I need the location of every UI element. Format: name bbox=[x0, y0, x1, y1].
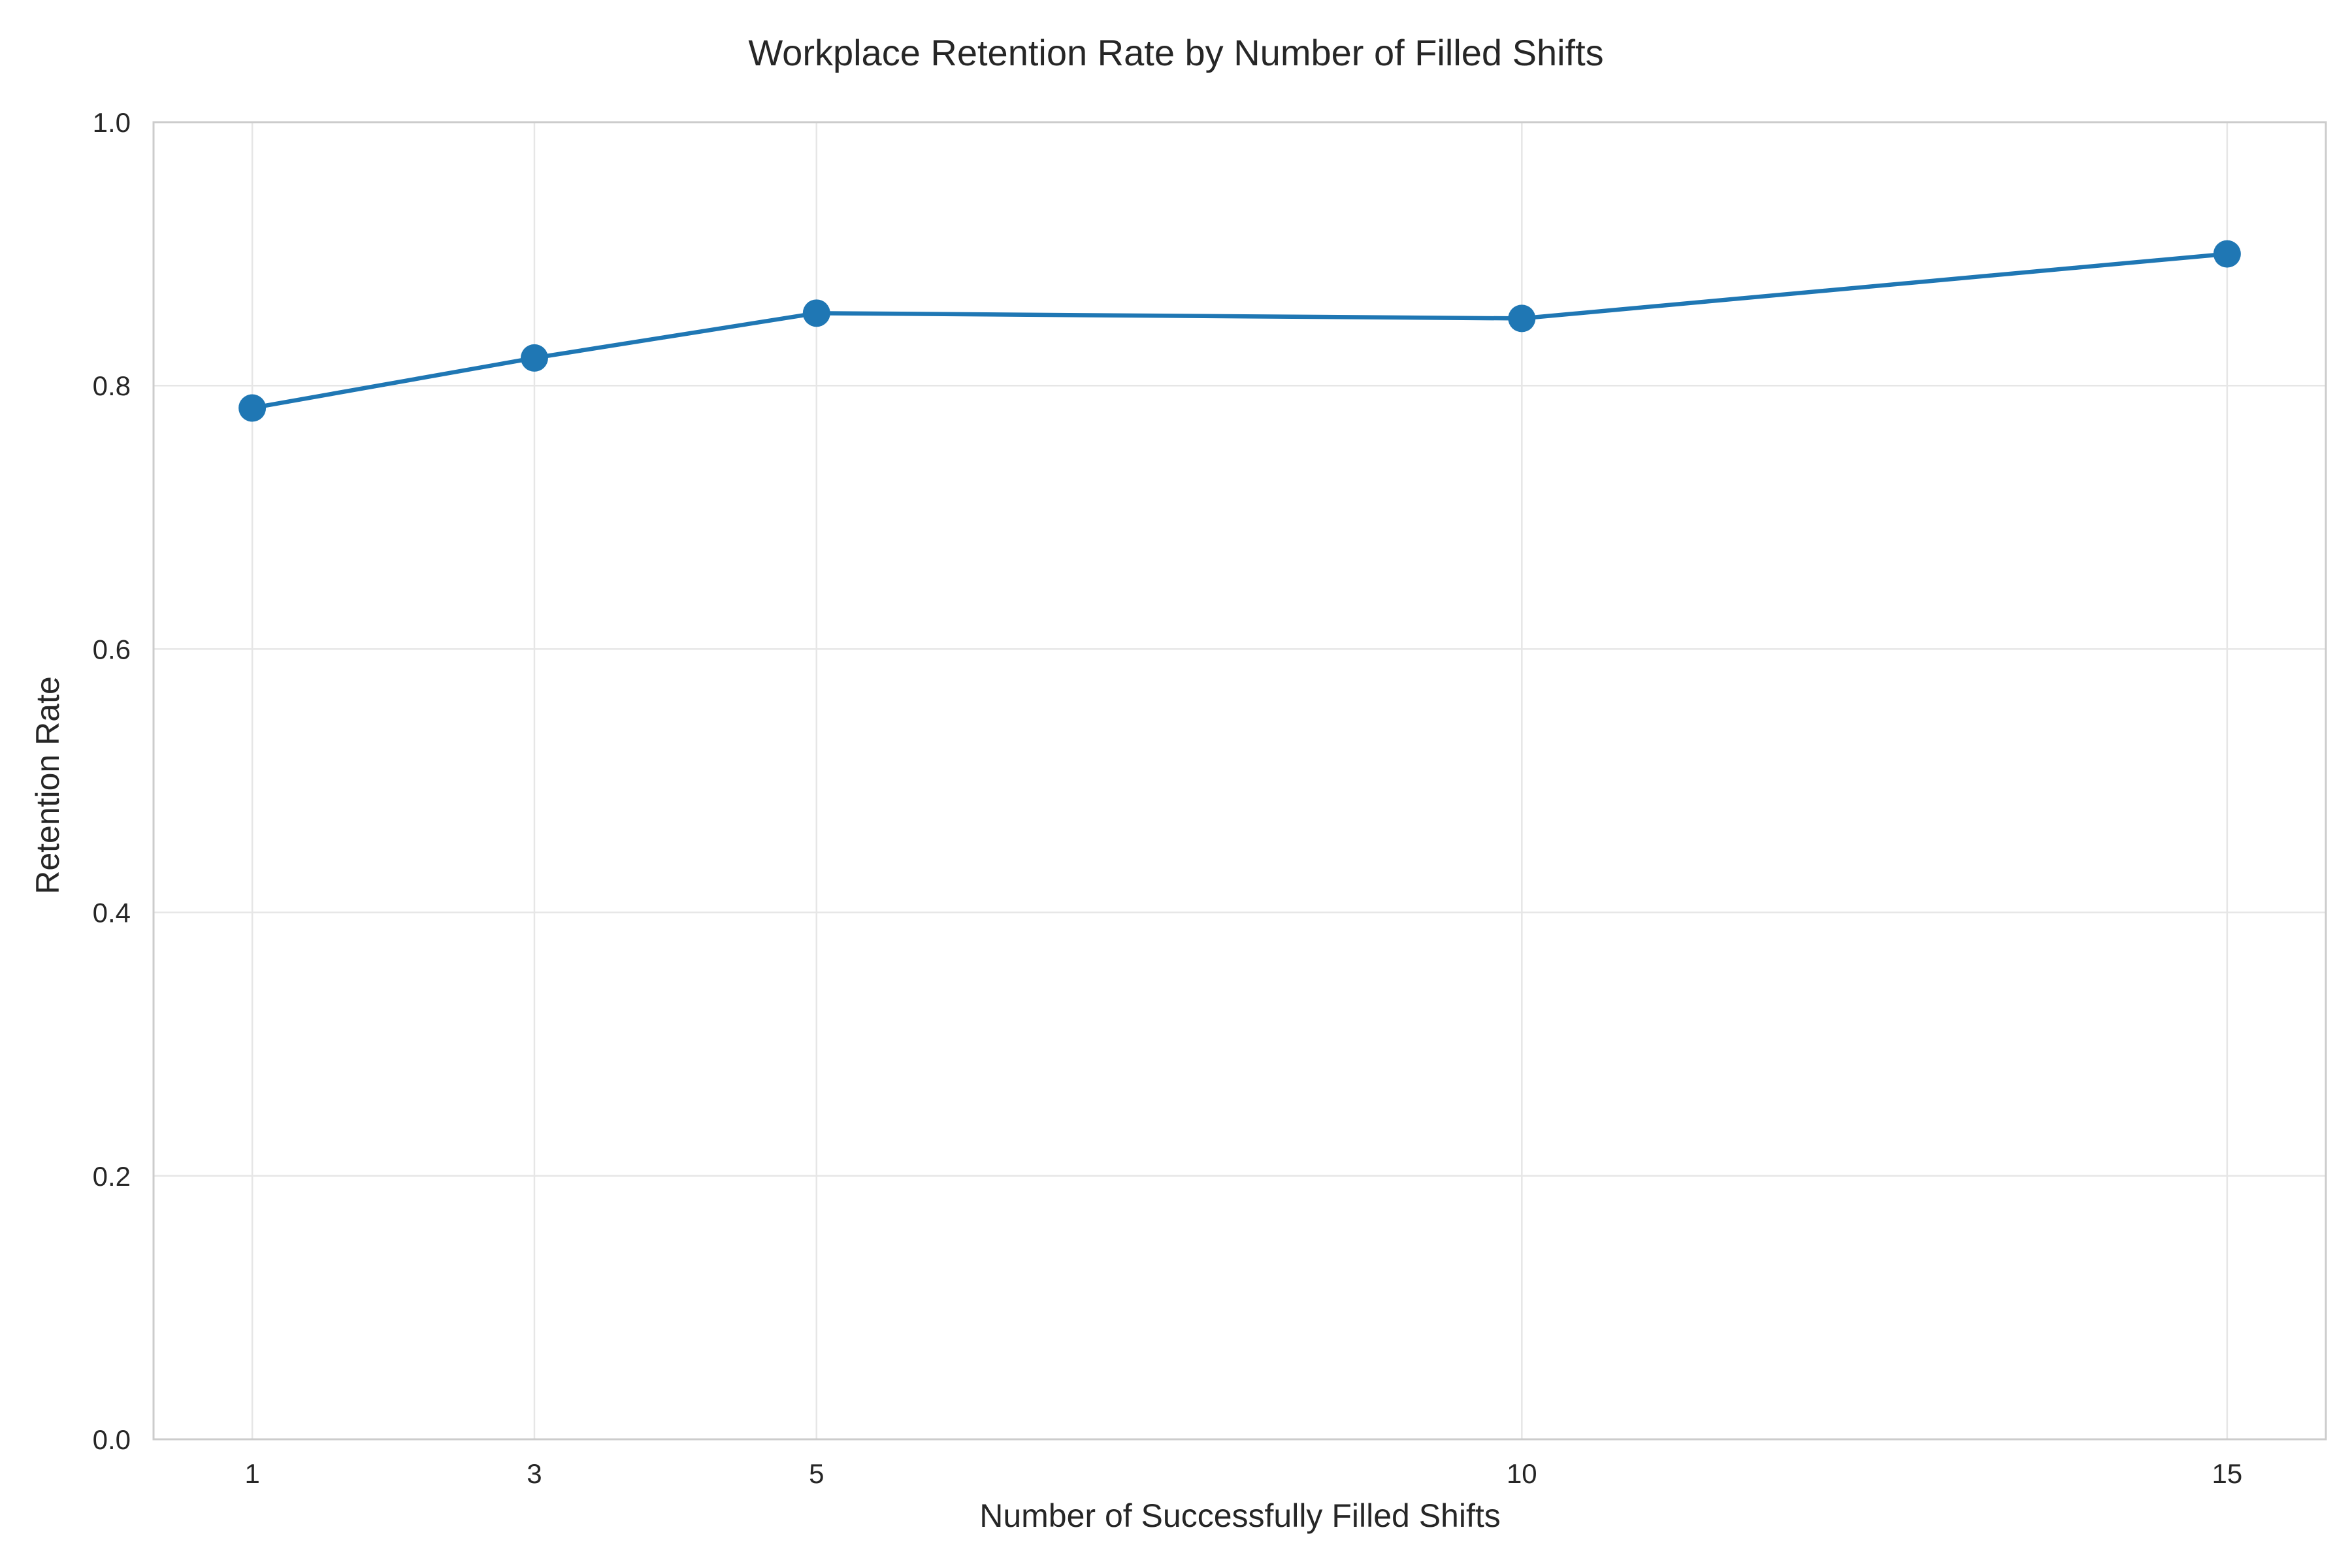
y-tick-label: 0.4 bbox=[93, 898, 131, 928]
y-tick-label: 0.8 bbox=[93, 370, 131, 401]
x-tick-label: 15 bbox=[2212, 1458, 2243, 1489]
axes-frame bbox=[152, 121, 2327, 1441]
data-point bbox=[238, 394, 267, 422]
x-tick-label: 1 bbox=[244, 1458, 259, 1489]
y-tick-label: 0.2 bbox=[93, 1161, 131, 1192]
data-point bbox=[2213, 240, 2241, 268]
x-tick-label: 3 bbox=[527, 1458, 542, 1489]
data-point bbox=[802, 299, 830, 327]
tick-labels: 1 3 5 10 15 0.0 0.2 0.4 0.6 0.8 1.0 bbox=[93, 107, 2243, 1489]
x-tick-label: 10 bbox=[1507, 1458, 1537, 1489]
y-tick-label: 1.0 bbox=[93, 107, 131, 138]
chart-title: Workplace Retention Rate by Number of Fi… bbox=[748, 32, 1603, 73]
x-tick-label: 5 bbox=[809, 1458, 824, 1489]
series-area bbox=[238, 240, 2241, 422]
data-point bbox=[520, 344, 548, 372]
x-axis-label: Number of Successfully Filled Shifts bbox=[979, 1497, 1501, 1534]
y-axis-label: Retention Rate bbox=[29, 676, 66, 894]
y-tick-label: 0.6 bbox=[93, 634, 131, 664]
y-tick-label: 0.0 bbox=[93, 1424, 131, 1455]
plot-frame bbox=[152, 121, 2327, 1441]
data-point bbox=[1508, 304, 1536, 333]
